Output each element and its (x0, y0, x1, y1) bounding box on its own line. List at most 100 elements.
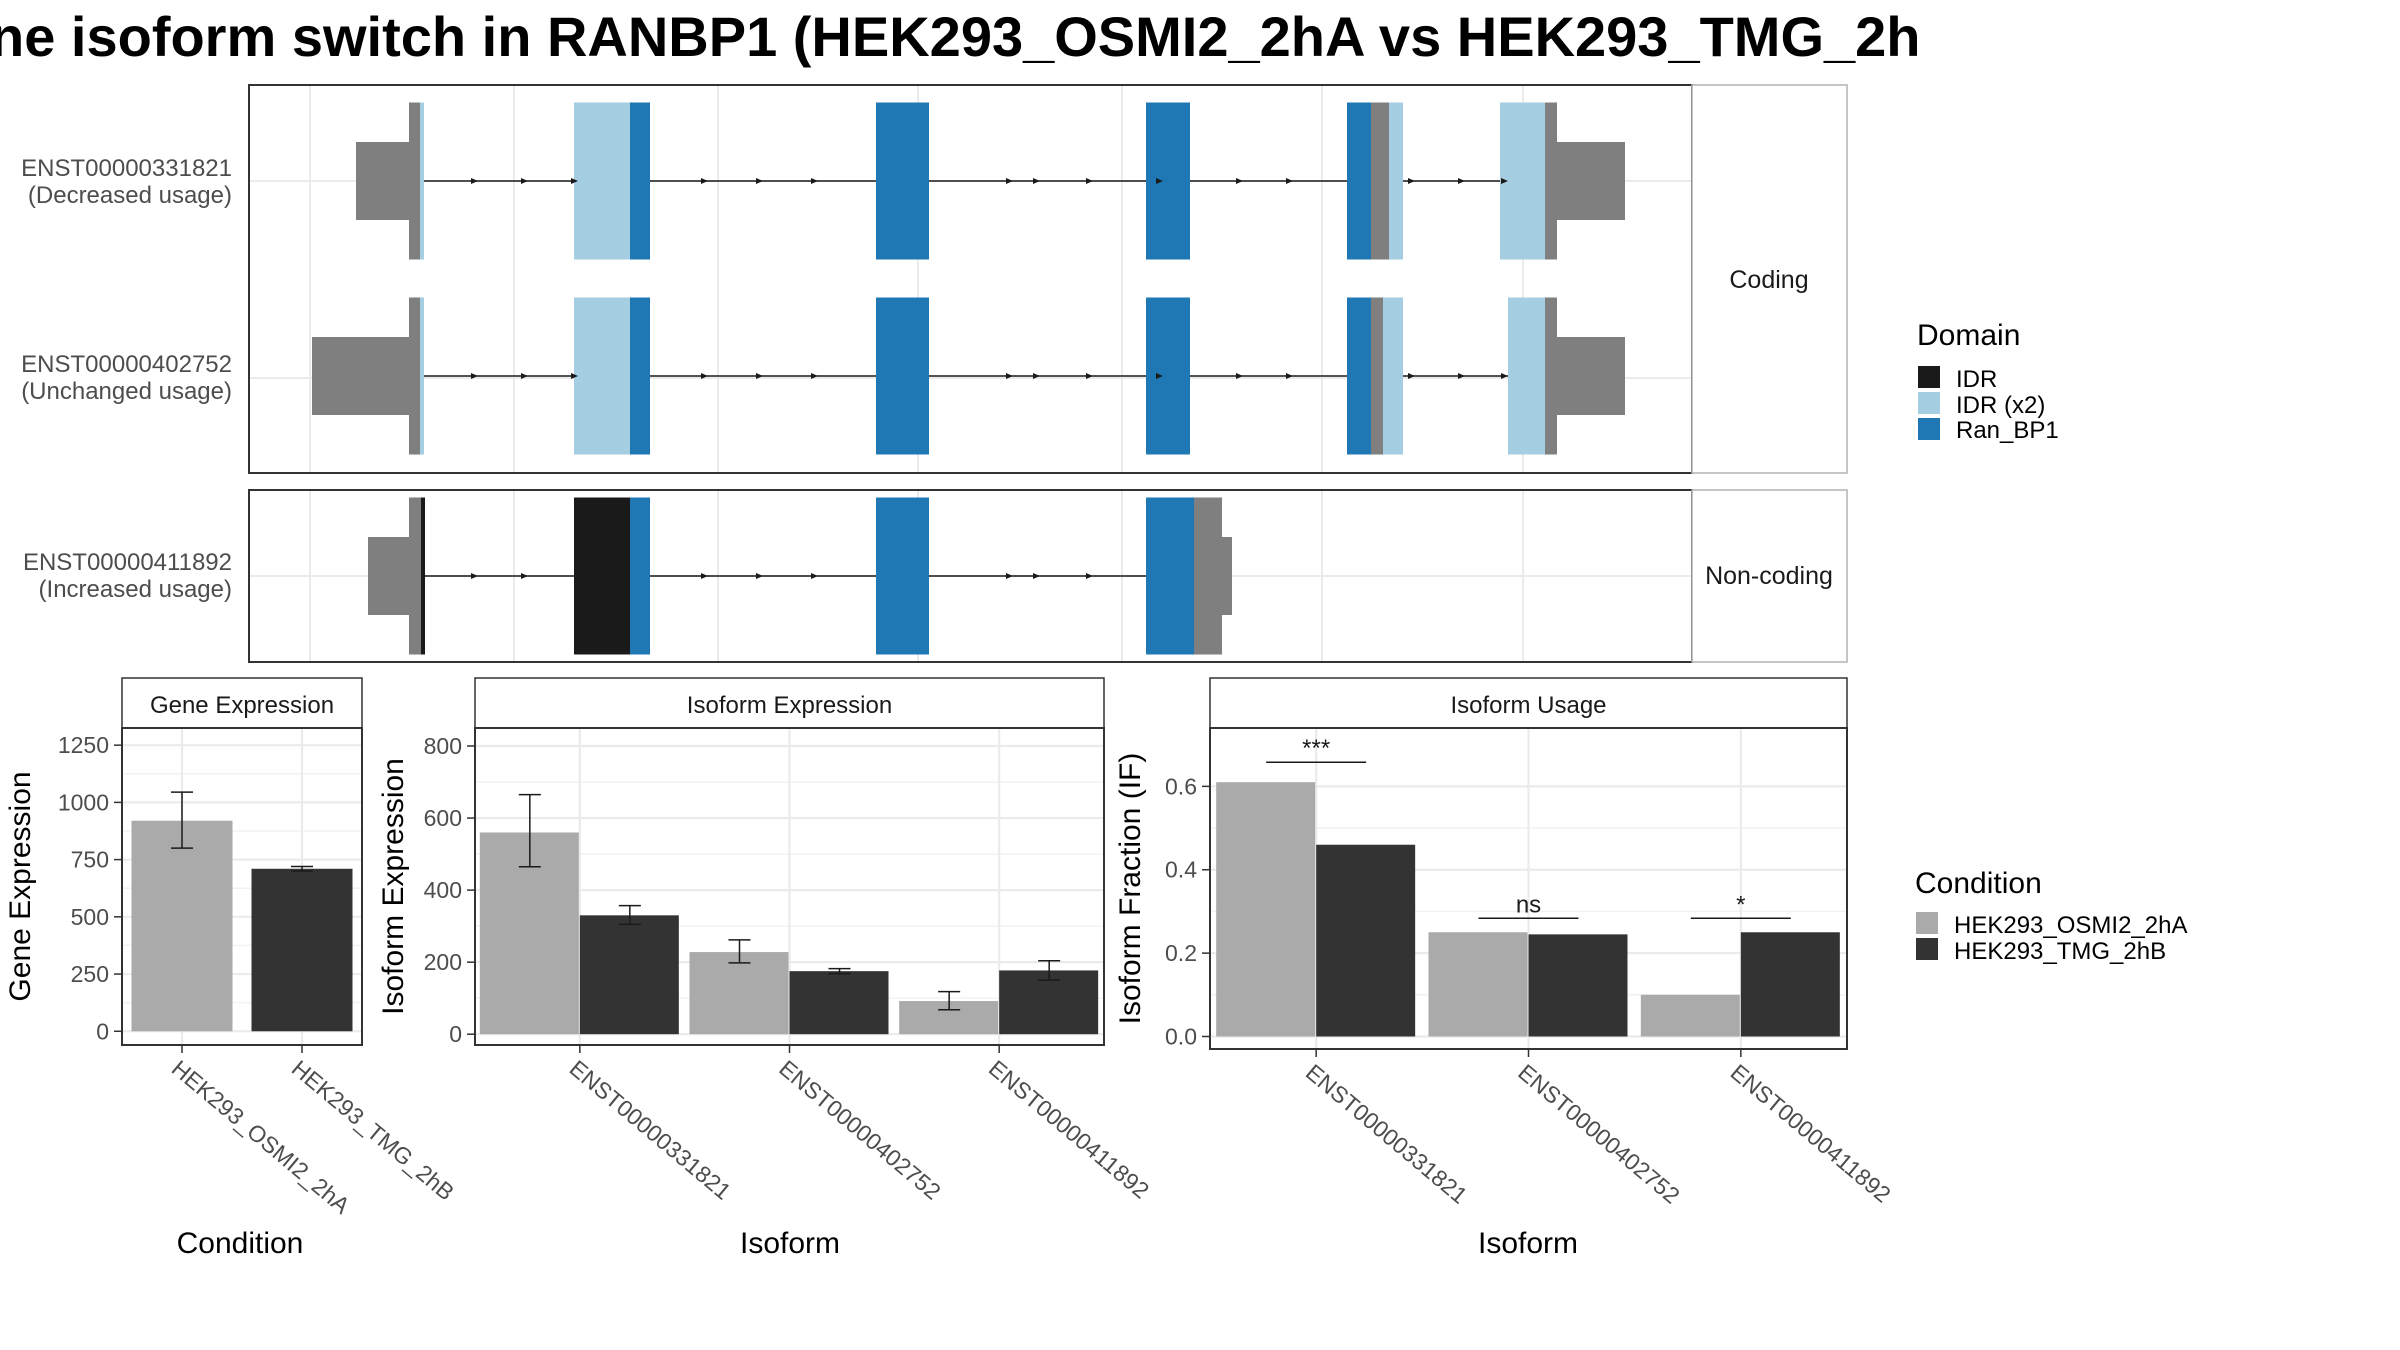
intron-arrow (1156, 178, 1163, 184)
intron-arrow (1086, 373, 1093, 379)
legend-key-idr-x2 (1918, 392, 1940, 414)
exon-segment (1545, 297, 1557, 455)
intron-arrow (1458, 178, 1465, 184)
exon-segment (356, 142, 410, 220)
y-tick-label: 0 (449, 1021, 462, 1047)
coding-strip-label: Coding (1729, 266, 1808, 294)
legend-label-osmi2: HEK293_OSMI2_2hA (1954, 912, 2187, 939)
isoform-note-1: (Decreased usage) (28, 182, 232, 209)
y-axis-title: Isoform Fraction (IF) (1114, 753, 1147, 1025)
significance-label: ns (1516, 891, 1541, 918)
isoform-label-2: ENST00000402752 (21, 351, 232, 378)
x-tick-label: ENST00000331821 (565, 1055, 737, 1205)
intron-arrow (1033, 373, 1040, 379)
coding-structure-panel (248, 84, 1693, 474)
panel-strip-title: Isoform Usage (1450, 692, 1606, 719)
bar (1428, 932, 1528, 1037)
exon-segment (876, 297, 929, 455)
intron-arrow (521, 373, 528, 379)
intron-arrow (521, 573, 528, 579)
legend-label-tmg: HEK293_TMG_2hB (1954, 938, 2166, 965)
bar (579, 915, 679, 1035)
y-tick-label: 750 (71, 847, 109, 873)
bar (1528, 934, 1628, 1037)
intron-arrow (1006, 373, 1013, 379)
bar (1740, 932, 1840, 1037)
intron-arrow (471, 178, 478, 184)
intron-arrow (1408, 373, 1415, 379)
isoform-label-3: ENST00000411892 (23, 549, 232, 576)
exon-segment (312, 337, 410, 415)
significance-label: *** (1302, 735, 1330, 762)
y-tick-label: 500 (71, 904, 109, 930)
x-tick-label: ENST00000411892 (984, 1055, 1154, 1204)
x-axis-title: Isoform (1478, 1227, 1578, 1260)
y-tick-label: 1000 (58, 789, 109, 815)
y-tick-label: 200 (424, 949, 462, 975)
exon-segment (1383, 297, 1403, 455)
exon-segment (1371, 102, 1389, 260)
x-tick-label: ENST00000331821 (1301, 1059, 1473, 1209)
intron-arrow (1501, 178, 1508, 184)
bar (789, 971, 889, 1035)
x-tick-label: ENST00000402752 (1513, 1059, 1685, 1209)
exon-segment (876, 102, 929, 260)
bar (1316, 844, 1416, 1037)
intron-arrow (1236, 373, 1243, 379)
exon-segment (420, 297, 424, 455)
exon-segment (421, 497, 425, 655)
panel-strip-title: Isoform Expression (687, 692, 892, 719)
isoform-structures (250, 86, 1691, 661)
intron-arrow (1408, 178, 1415, 184)
y-tick-label: 1250 (58, 732, 109, 758)
intron-arrow (756, 573, 763, 579)
intron-arrow (701, 178, 708, 184)
intron-arrow (1286, 178, 1293, 184)
exon-segment (409, 297, 421, 455)
intron-arrow (1286, 373, 1293, 379)
y-tick-label: 0 (96, 1018, 109, 1044)
exon-segment (409, 497, 421, 655)
exon-segment (574, 497, 630, 655)
y-tick-label: 400 (424, 877, 462, 903)
intron-arrow (1501, 373, 1508, 379)
legend-label-ranbp1: Ran_BP1 (1956, 417, 2059, 444)
exon-segment (630, 497, 650, 655)
intron-arrow (1458, 373, 1465, 379)
legend-label-idr-x2: IDR (x2) (1956, 392, 2045, 419)
figure-title: ne isoform switch in RANBP1 (HEK293_OSMI… (0, 5, 1921, 68)
y-tick-label: 0.2 (1165, 940, 1197, 966)
bar (1216, 782, 1316, 1037)
x-axis-title: Condition (177, 1227, 304, 1260)
isoform-note-2: (Unchanged usage) (21, 378, 232, 405)
exon-segment (1146, 497, 1194, 655)
exon-segment (409, 102, 421, 260)
exon-segment (1557, 337, 1625, 415)
exon-segment (630, 102, 650, 260)
exon-segment (1347, 102, 1371, 260)
intron-arrow (811, 373, 818, 379)
exon-segment (1146, 297, 1190, 455)
exon-segment (574, 297, 630, 455)
intron-arrow (1086, 573, 1093, 579)
domain-legend-title: Domain (1917, 319, 2020, 352)
exon-segment (1557, 142, 1625, 220)
exon-segment (1194, 497, 1222, 655)
coding-strip (1691, 84, 1848, 474)
x-axis-title: Isoform (740, 1227, 840, 1260)
exon-segment (1508, 297, 1545, 455)
legend-label-idr: IDR (1956, 366, 1997, 393)
intron-arrow (571, 178, 578, 184)
y-axis-title: Gene Expression (4, 771, 37, 1001)
bar (251, 868, 353, 1032)
bar-panels: Gene Expression025050075010001250HEK293_… (4, 677, 1896, 1260)
y-tick-label: 0.6 (1165, 773, 1197, 799)
exon-segment (1545, 102, 1557, 260)
exon-segment (420, 102, 424, 260)
intron-arrow (1006, 573, 1013, 579)
isoform-note-3: (Increased usage) (39, 576, 232, 603)
bar (689, 952, 789, 1035)
significance-label: * (1736, 891, 1745, 918)
intron-arrow (1236, 178, 1243, 184)
intron-arrow (1006, 178, 1013, 184)
